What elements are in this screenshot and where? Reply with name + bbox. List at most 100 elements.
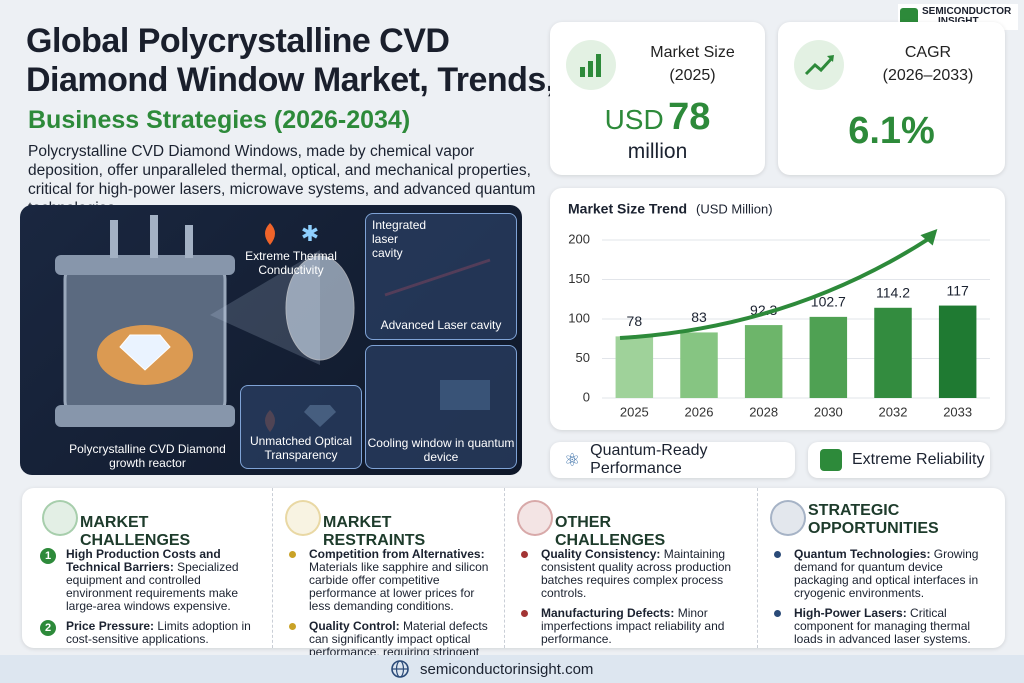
section: MARKET CHALLENGES 1 High Production Costs … — [30, 488, 268, 648]
item-term: Quality Consistency: — [541, 547, 661, 561]
illustration-label: Polycrystalline CVD Diamond growth react… — [69, 442, 226, 470]
logo-icon — [900, 8, 918, 26]
item-text: Limits adoption in cost-sensitive applic… — [66, 619, 251, 646]
chart-unit: (USD Million) — [696, 201, 773, 216]
x-tick-label: 2032 — [879, 404, 908, 419]
illustration-label: Integrated laser cavity — [372, 218, 427, 260]
reactor-base — [55, 405, 235, 427]
section-items: 1 High Production Costs and Technical Bar… — [40, 548, 262, 653]
y-tick-label: 0 — [583, 389, 590, 404]
section-item: Manufacturing Defects: Minor imperfectio… — [515, 607, 747, 646]
pipe — [185, 225, 193, 258]
flame-icon — [265, 223, 275, 245]
section-title: OTHER CHALLENGES — [555, 514, 666, 549]
stat-period: (2025) — [669, 67, 716, 84]
subtitle: Business Strategies (2026-2034) — [28, 106, 411, 134]
atom-icon: ⚛ — [564, 449, 581, 470]
window-disc — [285, 255, 355, 361]
item-text: Maintaining consistent quality across pr… — [541, 547, 732, 600]
item-term: Competition from Alternatives: — [309, 547, 485, 561]
section: MARKET RESTRAINTS Competition from Altern… — [272, 488, 501, 672]
illustration-label: Extreme Thermal Conductivity — [245, 249, 337, 277]
illustration-box: Unmatched Optical Transparency — [240, 385, 362, 469]
trend-line — [804, 56, 834, 76]
title: Global Polycrystalline CVD Diamond Windo… — [26, 22, 555, 99]
item-term: Quantum Technologies: — [794, 547, 931, 561]
bar — [874, 307, 912, 398]
section: OTHER CHALLENGES Quality Consistency: Mai… — [504, 488, 753, 648]
diamond — [119, 334, 171, 371]
illustration-label: Unmatched Optical Transparency — [249, 434, 353, 462]
item-text: Minor imperfections impact reliability a… — [541, 606, 725, 646]
x-tick-label: 2033 — [943, 404, 972, 419]
icon-bar — [580, 67, 585, 77]
illustration-box: Cooling window in quantum device — [365, 345, 517, 469]
value-label: 114.2 — [876, 284, 910, 300]
item-bullet — [289, 551, 296, 558]
item-term: Quality Control: — [309, 619, 400, 633]
description: Polycrystalline CVD Diamond Windows, mad… — [28, 143, 536, 217]
item-text: Growing demand for quantum device packag… — [794, 547, 979, 600]
illustration-art: ✱ — [55, 215, 491, 432]
pipe — [150, 215, 158, 258]
chart: Market Size Trend (USD Million) 0 50 100 15… — [568, 201, 990, 419]
item-number: 1 — [40, 548, 56, 564]
section-icon — [517, 500, 553, 536]
illustration-box: Integrated laser cavity Advanced Laser c… — [365, 213, 517, 340]
trend-arrowhead — [920, 228, 938, 246]
logo-line: SEMICONDUCTOR — [922, 6, 1012, 17]
x-tick-label: 2025 — [620, 404, 649, 419]
item-bullet — [521, 551, 528, 558]
stat-label: CAGR — [904, 44, 952, 61]
section-icon — [285, 500, 321, 536]
section-item: Quantum Technologies: Growing demand for… — [768, 548, 992, 600]
section-title: STRATEGIC OPPORTUNITIES — [808, 502, 939, 537]
y-tick-label: 150 — [568, 271, 590, 286]
section-title: MARKET RESTRAINTS — [323, 514, 426, 549]
section-icon — [770, 500, 806, 536]
footer: semiconductorinsight.com — [0, 655, 1024, 683]
item-bullet — [521, 610, 528, 617]
item-bullet — [774, 610, 781, 617]
section-icon — [42, 500, 78, 536]
cagr-card: CAGR (2026–2033) 6.1% — [778, 22, 1005, 175]
bar — [809, 316, 848, 398]
bar — [615, 336, 654, 398]
bar-icon — [566, 40, 616, 90]
item-term: Manufacturing Defects: — [541, 606, 675, 620]
illustration-label: Cooling window in quantum device — [367, 436, 515, 464]
value-label: 78 — [627, 313, 643, 329]
section-item: High-Power Lasers: Critical component fo… — [768, 607, 992, 646]
logo-line: INSIGHT — [922, 17, 1011, 27]
stat-unit: million — [627, 140, 688, 163]
trend-icon — [794, 40, 844, 90]
chart-title: Market Size Trend — [568, 201, 687, 217]
feature-text: Quantum-Ready Performance — [590, 442, 708, 477]
feature-pill: Extreme Reliability — [808, 442, 990, 478]
section: STRATEGIC OPPORTUNITIES Quantum Technolog… — [757, 488, 998, 648]
item-text: Materials like sapphire and silicon carb… — [309, 560, 489, 613]
icon-bar — [596, 54, 601, 77]
bar — [744, 325, 783, 398]
globe-icon — [391, 660, 409, 678]
item-term: Price Pressure: — [66, 619, 155, 633]
bar — [680, 332, 718, 398]
stat-label: Market Size — [650, 44, 735, 61]
sections-panel: MARKET CHALLENGES 1 High Production Costs … — [22, 488, 1005, 672]
section-items: Quality Consistency: Maintaining consist… — [515, 548, 747, 653]
section-item: 1 High Production Costs and Technical Bar… — [40, 548, 262, 613]
currency: USD — [604, 104, 664, 135]
x-tick-label: 2026 — [685, 404, 714, 419]
x-tick-label: 2030 — [814, 404, 843, 419]
feature-text: Extreme Reliability — [852, 451, 985, 468]
item-text: Critical component for managing thermal … — [794, 606, 971, 646]
y-tick-label: 100 — [568, 310, 590, 325]
illustration: ✱ Extreme Thermal Conductivity Integrate… — [20, 205, 522, 475]
item-term: High Production Costs and Technical Barr… — [66, 547, 221, 574]
snowflake-icon: ✱ — [301, 221, 319, 246]
item-bullet — [289, 623, 296, 630]
value-label: 83 — [691, 309, 707, 325]
footer-url: semiconductorinsight.com — [420, 661, 594, 678]
